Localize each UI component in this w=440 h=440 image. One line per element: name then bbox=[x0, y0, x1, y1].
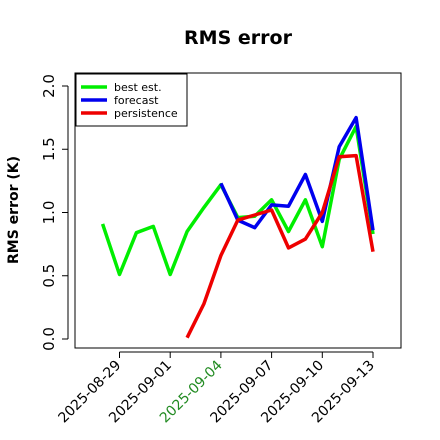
chart-title: RMS error bbox=[184, 27, 293, 49]
series-line-best-est bbox=[100, 124, 375, 277]
y-tick-label: 0.5 bbox=[40, 264, 58, 288]
x-axis: 2025-08-292025-09-012025-09-042025-09-07… bbox=[55, 351, 378, 426]
legend-label: best est. bbox=[114, 81, 162, 94]
y-axis: 0.0 0.5 1.0 1.5 2.0 bbox=[40, 74, 69, 351]
legend-label: forecast bbox=[114, 94, 159, 107]
plot-frame bbox=[74, 72, 402, 349]
y-tick-label: 0.0 bbox=[40, 327, 58, 351]
y-tick-label: 2.0 bbox=[40, 74, 58, 98]
y-axis-label: RMS error (K) bbox=[6, 156, 22, 264]
series-layer bbox=[100, 115, 375, 339]
series-line-forecast bbox=[219, 115, 375, 231]
y-tick-label: 1.5 bbox=[40, 137, 58, 161]
series-line-persistence bbox=[185, 153, 375, 339]
legend-label: persistence bbox=[114, 107, 178, 120]
y-tick-label: 1.0 bbox=[40, 201, 58, 225]
